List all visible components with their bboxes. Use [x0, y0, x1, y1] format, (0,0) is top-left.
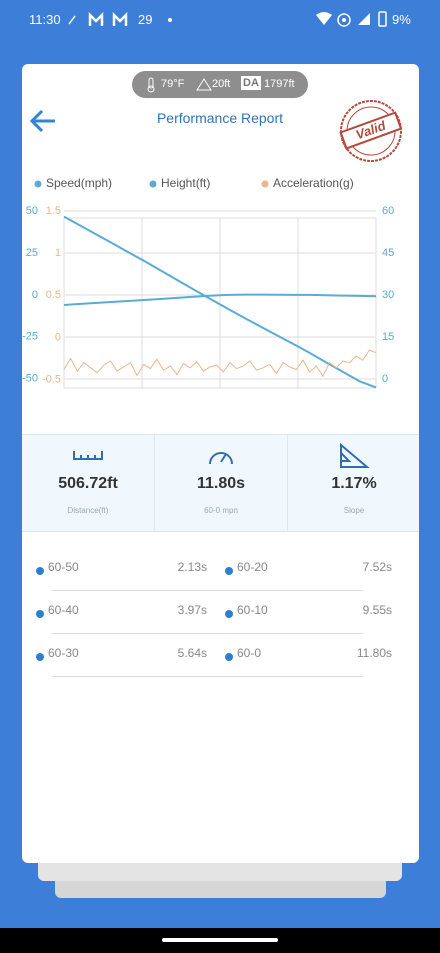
- separator: [52, 676, 363, 677]
- stat-cell: 1.17% Slope: [288, 435, 420, 531]
- separator: [52, 633, 363, 634]
- series-line: [63, 215, 377, 389]
- split-time: 3.97s: [177, 603, 207, 617]
- page-title: Performance Report: [156, 110, 284, 126]
- series-line: [63, 349, 377, 378]
- slope-icon: [340, 443, 370, 468]
- stat-label: Slope: [343, 506, 365, 515]
- dot: [168, 18, 172, 22]
- split-dot: [225, 653, 233, 661]
- status-icons: [68, 12, 128, 26]
- y-tick-label: 0: [32, 289, 38, 301]
- system-icons: [316, 11, 387, 27]
- stat-cell: 506.72ft Distance(ft): [22, 435, 155, 531]
- y-tick-label: 0: [382, 373, 388, 385]
- legend-dot: [149, 180, 157, 188]
- notification-text: 29: [138, 12, 153, 27]
- legend-dot: [34, 180, 42, 188]
- elevation: 20ft: [212, 78, 231, 90]
- y-tick-label: -0.5: [42, 373, 61, 385]
- y-tick-label: 1.5: [46, 205, 61, 217]
- split-dot: [36, 567, 44, 575]
- y-tick-label: -50: [22, 373, 38, 385]
- stat-label: Distance(ft): [67, 506, 109, 515]
- stat-cell: 11.80s 60-0 mpn: [155, 435, 288, 531]
- legend-label: Acceleration(g): [273, 176, 354, 190]
- elevation-icon: [196, 78, 212, 91]
- split-time: 7.52s: [362, 560, 392, 574]
- stats-panel: 506.72ft Distance(ft) 11.80s 60-0 mpn 1.…: [22, 434, 419, 532]
- stat-value: 1.17%: [331, 475, 377, 492]
- y-tick-label: 60: [382, 205, 394, 217]
- y-tick-label: 15: [382, 331, 394, 343]
- da-badge: DA: [241, 76, 261, 90]
- legend-dot: [261, 180, 269, 188]
- y-tick-label: 45: [382, 247, 394, 259]
- y-tick-label: 0: [55, 331, 61, 343]
- split-dot: [36, 653, 44, 661]
- split-label: 60-0: [237, 646, 262, 660]
- valid-stamp: Valid: [339, 100, 403, 162]
- split-label: 60-50: [48, 560, 79, 574]
- y-tick-label: 50: [26, 205, 38, 217]
- temperature: 79°F: [161, 78, 185, 90]
- stat-value: 506.72ft: [58, 475, 118, 492]
- separator: [52, 590, 363, 591]
- y-tick-label: 1: [55, 247, 61, 259]
- split-label: 60-20: [237, 560, 268, 574]
- ruler-icon: [73, 451, 103, 460]
- split-time: 9.55s: [362, 603, 392, 617]
- split-dot: [225, 567, 233, 575]
- back-button[interactable]: [28, 108, 58, 134]
- stat-value: 11.80s: [196, 475, 246, 492]
- series-line: [63, 293, 377, 306]
- nav-bar: [0, 928, 440, 953]
- split-time: 11.80s: [356, 646, 392, 660]
- gauge-icon: [209, 452, 233, 465]
- battery-text: 9%: [392, 12, 411, 27]
- split-label: 60-40: [48, 603, 79, 617]
- split-dot: [36, 610, 44, 618]
- clock: 11:30: [29, 12, 61, 27]
- y-tick-label: -25: [22, 331, 38, 343]
- split-dot: [225, 610, 233, 618]
- legend-label: Height(ft): [161, 176, 210, 190]
- density-altitude: 1797ft: [264, 78, 295, 90]
- legend-label: Speed(mph): [46, 176, 112, 190]
- thermometer-icon: [147, 77, 155, 93]
- y-tick-label: 0.5: [46, 289, 61, 301]
- split-time: 5.64s: [177, 646, 207, 660]
- split-label: 60-30: [48, 646, 79, 660]
- y-tick-label: 25: [26, 247, 38, 259]
- home-indicator[interactable]: [162, 938, 278, 942]
- split-label: 60-10: [237, 603, 268, 617]
- stat-label: 60-0 mpn: [204, 506, 238, 515]
- split-time: 2.13s: [177, 560, 207, 574]
- conditions-pill: 79°F 20ft DA 1797ft: [132, 71, 308, 98]
- chart: 60 45 30 15 0 50 25 0 -25 -50 1.5 1 0.5 0 -0.5 Speed(mp…: [22, 176, 394, 389]
- y-tick-label: 30: [382, 289, 394, 301]
